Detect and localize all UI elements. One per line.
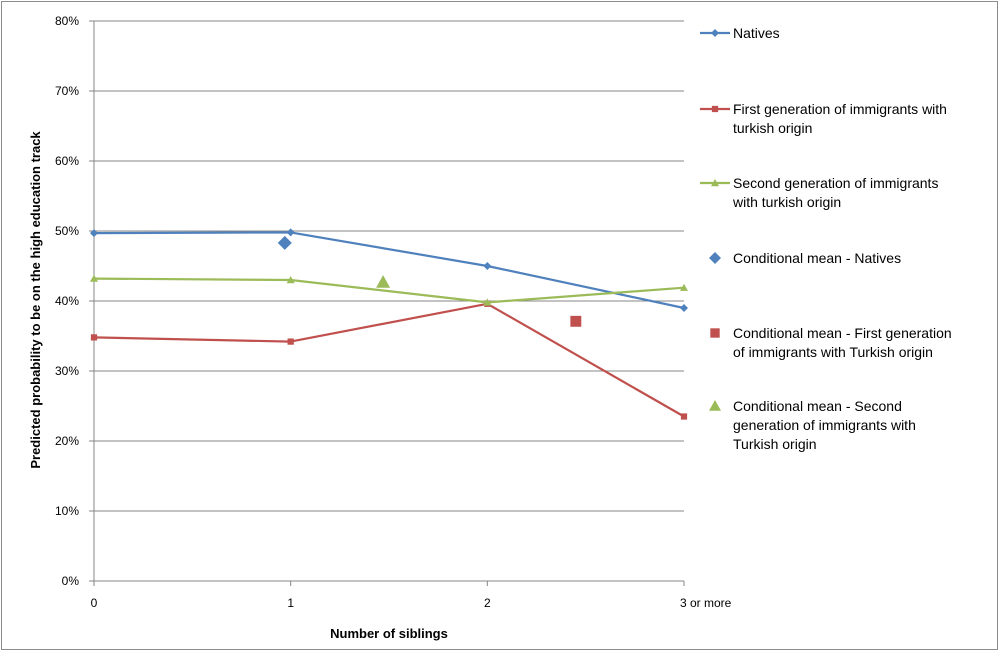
series-line xyxy=(93,231,685,310)
legend-item: Conditional mean - First generation of im… xyxy=(710,325,952,360)
y-tick-label: 40% xyxy=(55,294,79,308)
x-tick-label: 0 xyxy=(91,596,98,610)
legend-label: First generation of immigrants with xyxy=(733,101,947,117)
data-point xyxy=(483,298,492,306)
x-tick-label: 1 xyxy=(287,596,294,610)
series-line xyxy=(93,277,685,304)
data-point xyxy=(680,413,688,420)
legend-swatch-marker xyxy=(711,29,719,37)
y-tick-label: 0% xyxy=(62,574,80,588)
legend-label: Natives xyxy=(733,25,780,41)
legend-item: First generation of immigrants with turki… xyxy=(700,101,947,136)
legend-item: Conditional mean - Natives xyxy=(709,250,901,266)
legend-label: Conditional mean - Second xyxy=(733,398,902,414)
data-point xyxy=(680,304,688,312)
y-tick-label: 10% xyxy=(55,504,79,518)
y-tick-label: 70% xyxy=(55,84,79,98)
legend-label: Conditional mean - Natives xyxy=(733,250,901,266)
legend-label: Turkish origin xyxy=(733,436,817,452)
legend-swatch-marker xyxy=(709,400,721,411)
data-point xyxy=(286,276,295,284)
legend-swatch-marker xyxy=(711,105,719,113)
x-tick-label: 3 or more xyxy=(680,596,732,610)
legend-swatch-marker xyxy=(709,252,721,264)
y-tick-label: 50% xyxy=(55,224,79,238)
data-point xyxy=(680,283,688,291)
y-tick-label: 30% xyxy=(55,364,79,378)
y-tick-label: 20% xyxy=(55,434,79,448)
y-tick-label: 80% xyxy=(55,14,79,28)
gridlines xyxy=(94,20,684,512)
data-point xyxy=(286,228,295,237)
legend-label: with turkish origin xyxy=(732,194,841,210)
axes: 0% 10% 20% 30% 40% 50% 60% 70% 80% 0 1 2 3 or more xyxy=(55,14,732,610)
data-point xyxy=(90,274,98,282)
x-axis-title: Number of siblings xyxy=(330,626,448,641)
legend-item: Conditional mean - Second generation of i… xyxy=(709,398,916,452)
data-point xyxy=(90,334,98,341)
conditional-mean-point xyxy=(376,275,391,288)
legend-label: Second generation of immigrants xyxy=(733,175,938,191)
y-axis-title: Predicted probability to be on the high … xyxy=(28,131,43,469)
conditional-mean-point xyxy=(570,315,582,327)
legend-label: generation of immigrants with xyxy=(733,417,916,433)
legend: Natives First generation of immigrants wi… xyxy=(700,25,952,452)
data-point xyxy=(287,338,294,345)
legend-item: Natives xyxy=(700,25,780,41)
plot-area xyxy=(90,228,688,420)
legend-item: Second generation of immigrants with turk… xyxy=(700,175,938,210)
x-tick-label: 2 xyxy=(484,596,491,610)
data-point xyxy=(90,229,98,238)
legend-label: of immigrants with Turkish origin xyxy=(733,344,933,360)
legend-swatch-marker xyxy=(710,328,720,338)
legend-label: Conditional mean - First generation xyxy=(733,325,952,341)
data-point xyxy=(483,262,492,270)
conditional-mean-point xyxy=(277,235,292,250)
y-tick-label: 60% xyxy=(55,154,79,168)
legend-swatch-marker xyxy=(711,179,719,187)
series-line xyxy=(93,302,685,418)
legend-label: turkish origin xyxy=(733,120,812,136)
